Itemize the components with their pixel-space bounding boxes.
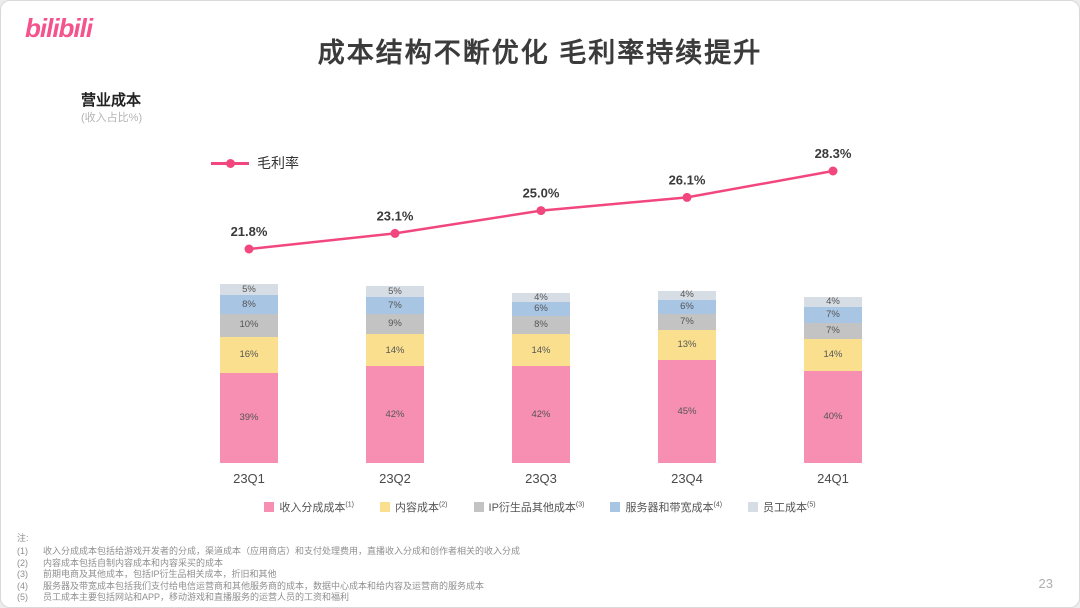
bar-segment-content-cost: 16% bbox=[220, 336, 278, 374]
footnote-line: (5) 员工成本主要包括网站和APP，移动游戏和直播服务的运营人员的工资和福利 bbox=[17, 592, 1019, 604]
bar-segment-server-bandwidth-cost: 6% bbox=[512, 302, 570, 316]
footnotes-label: 注: bbox=[17, 533, 29, 543]
bar-column: 4% 6% 7% 13% 45% bbox=[614, 283, 760, 463]
bar-segment-content-cost: 14% bbox=[512, 334, 570, 367]
bar-segment-staff-cost: 4% bbox=[512, 292, 570, 302]
x-axis-label: 23Q4 bbox=[671, 471, 703, 486]
legend-label: 收入分成成本(1) bbox=[279, 501, 354, 514]
bar-column: 5% 7% 9% 14% 42% bbox=[322, 283, 468, 463]
bar-segment-ip-derivatives-other-cost: 7% bbox=[658, 313, 716, 330]
bar-segment-revenue-sharing-cost: 45% bbox=[658, 359, 716, 463]
line-legend-label: 毛利率 bbox=[257, 155, 299, 171]
x-axis-label: 24Q1 bbox=[817, 471, 849, 486]
legend-label: 员工成本(5) bbox=[763, 501, 816, 514]
footnote-line: (4) 服务器及带宽成本包括我们支付给电信运营商和其他服务商的成本，数据中心成本和… bbox=[17, 581, 1019, 593]
bar-column: 4% 7% 7% 14% 40% bbox=[760, 283, 906, 463]
footnote-marker: (3) bbox=[17, 569, 28, 579]
line-value-label: 25.0% bbox=[523, 186, 560, 201]
margin-line-svg: 21.8% 23.1% 25.0% 26.1% 28.3% bbox=[231, 146, 852, 254]
bar-segment-ip-derivatives-other-cost: 9% bbox=[366, 313, 424, 335]
bar-segment-ip-derivatives-other-cost: 7% bbox=[804, 322, 862, 339]
bar-segment-staff-cost: 4% bbox=[658, 290, 716, 300]
x-labels: 23Q1 23Q2 23Q3 23Q4 24Q1 bbox=[176, 471, 906, 486]
legend-label: 内容成本(2) bbox=[394, 501, 448, 514]
legend-item-revenue-sharing-cost: 收入分成成本(1) bbox=[264, 499, 354, 515]
stacked-bar: 4% 6% 7% 13% 45% bbox=[658, 290, 716, 463]
legend-item-server-bandwidth-cost: 服务器和带宽成本(4) bbox=[610, 499, 722, 515]
bar-segment-staff-cost: 5% bbox=[366, 285, 424, 298]
footnote-text: 收入分成成本包括给游戏开发者的分成，渠道成本（应用商店）和支付处理费用，直播收入… bbox=[43, 546, 521, 556]
chart-title: 营业成本 bbox=[81, 92, 142, 109]
legend-swatch-icon bbox=[610, 502, 621, 512]
legend-swatch-icon bbox=[379, 502, 390, 512]
bar-segment-content-cost: 13% bbox=[658, 329, 716, 360]
bar-segment-content-cost: 14% bbox=[804, 338, 862, 371]
line-legend: 毛利率 bbox=[211, 153, 299, 173]
footnote-line: (1) 收入分成成本包括给游戏开发者的分成，渠道成本（应用商店）和支付处理费用，直… bbox=[17, 546, 1019, 558]
legend-item-content-cost: 内容成本(2) bbox=[379, 499, 448, 515]
bar-segment-staff-cost: 5% bbox=[220, 283, 278, 296]
line-point bbox=[536, 206, 546, 216]
line-point bbox=[390, 228, 400, 238]
bar-segment-ip-derivatives-other-cost: 8% bbox=[512, 315, 570, 335]
bilibili-logo: bilibili bbox=[25, 13, 93, 43]
footnote-line: (2) 内容成本包括自制内容成本和内容采买的成本 bbox=[17, 558, 1019, 570]
bar-segment-revenue-sharing-cost: 42% bbox=[366, 366, 424, 463]
bars: 5% 8% 10% 16% 39% 5% 7% 9% 14% 42% 4% 6% 8% 14% 42% 4% 6… bbox=[176, 283, 906, 463]
legend-item-ip-derivatives-other-cost: IP衍生品其他成本(3) bbox=[473, 499, 585, 515]
footnote-marker: (5) bbox=[17, 592, 28, 602]
stacked-bar: 5% 7% 9% 14% 42% bbox=[366, 285, 424, 463]
bar-segment-server-bandwidth-cost: 8% bbox=[220, 295, 278, 314]
line-legend-marker-icon bbox=[211, 158, 249, 168]
stacked-bar: 4% 7% 7% 14% 40% bbox=[804, 297, 862, 463]
bar-segment-server-bandwidth-cost: 7% bbox=[366, 297, 424, 314]
bar-segment-revenue-sharing-cost: 40% bbox=[804, 371, 862, 463]
page-title: 成本结构不断优化 毛利率持续提升 bbox=[317, 38, 763, 68]
bar-segment-server-bandwidth-cost: 7% bbox=[804, 306, 862, 323]
x-axis-label: 23Q2 bbox=[379, 471, 411, 486]
bar-segment-content-cost: 14% bbox=[366, 334, 424, 367]
bar-segment-ip-derivatives-other-cost: 10% bbox=[220, 313, 278, 337]
legend-item-staff-cost: 员工成本(5) bbox=[748, 499, 816, 515]
page-number: 23 bbox=[1038, 576, 1053, 591]
line-value-label: 26.1% bbox=[669, 172, 706, 187]
line-value-label: 21.8% bbox=[231, 224, 268, 239]
legend-swatch-icon bbox=[748, 502, 759, 512]
bar-segment-server-bandwidth-cost: 6% bbox=[658, 299, 716, 314]
bar-segment-staff-cost: 4% bbox=[804, 297, 862, 307]
line-value-label: 28.3% bbox=[815, 146, 852, 161]
stacked-bar: 5% 8% 10% 16% 39% bbox=[220, 283, 278, 463]
legend-swatch-icon bbox=[264, 502, 275, 512]
footnote-marker: (2) bbox=[17, 557, 28, 568]
bar-column: 4% 6% 8% 14% 42% bbox=[468, 283, 614, 463]
line-value-label: 23.1% bbox=[377, 208, 414, 223]
footnotes: 注: (1) 收入分成成本包括给游戏开发者的分成，渠道成本（应用商店）和支付处理费… bbox=[17, 531, 1019, 604]
bar-column: 5% 8% 10% 16% 39% bbox=[176, 283, 322, 463]
footnote-line: (3) 前期电商及其他成本，包括IP衍生品相关成本，折旧和其他 bbox=[17, 569, 1019, 581]
bar-segment-revenue-sharing-cost: 42% bbox=[512, 366, 570, 463]
line-point bbox=[682, 192, 692, 202]
x-axis-label: 23Q1 bbox=[233, 471, 265, 486]
x-axis-label: 23Q3 bbox=[525, 471, 557, 486]
bar-legend: 收入分成成本(1) 内容成本(2) IP衍生品其他成本(3) 服务器和带宽成本(4) 员… bbox=[1, 499, 1079, 515]
stacked-bar: 4% 6% 8% 14% 42% bbox=[512, 292, 570, 463]
footnote-list: (1) 收入分成成本包括给游戏开发者的分成，渠道成本（应用商店）和支付处理费用，直… bbox=[17, 546, 1019, 604]
bar-segment-revenue-sharing-cost: 39% bbox=[220, 373, 278, 463]
line-point bbox=[244, 244, 254, 254]
footnote-text: 前期电商及其他成本，包括IP衍生品相关成本，折旧和其他 bbox=[43, 569, 277, 579]
footnote-marker: (4) bbox=[17, 580, 28, 591]
legend-label: 服务器和带宽成本(4) bbox=[625, 501, 723, 514]
line-point bbox=[828, 166, 838, 176]
legend-swatch-icon bbox=[473, 502, 484, 512]
chart-subtitle: (收入占比%) bbox=[81, 112, 143, 124]
footnote-marker: (1) bbox=[17, 546, 28, 556]
footnote-text: 内容成本包括自制内容成本和内容采买的成本 bbox=[43, 557, 224, 568]
legend-label: IP衍生品其他成本(3) bbox=[488, 501, 585, 514]
footnote-text: 员工成本主要包括网站和APP，移动游戏和直播服务的运营人员的工资和福利 bbox=[43, 592, 350, 602]
footnote-text: 服务器及带宽成本包括我们支付给电信运营商和其他服务商的成本，数据中心成本和给内容… bbox=[43, 580, 485, 591]
